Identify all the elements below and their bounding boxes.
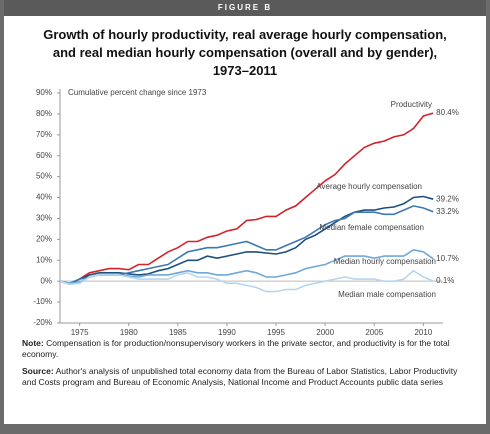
series-name: Productivity [391,100,432,109]
value-label: 0.1% [436,276,454,285]
value-label: 10.7% [436,254,459,263]
y-tick-label: 80% [36,109,52,118]
x-tick-label: 1980 [120,328,138,337]
source-label: Source: [22,366,54,376]
figure-label: FIGURE B [4,0,486,16]
chart-title: Growth of hourly productivity, real aver… [43,27,447,78]
source-text: Author's analysis of unpublished total e… [22,366,458,387]
series-name: Median male compensation [338,290,436,299]
value-label: 80.4% [436,108,459,117]
value-label: 39.2% [436,194,459,203]
series-line [59,112,434,286]
x-tick-label: 2010 [414,328,432,337]
series-name: Median hourly compensation [334,257,436,266]
x-tick-label: 1990 [218,328,236,337]
y-axis-label: Cumulative percent change since 1973 [68,88,207,97]
y-tick-label: 0% [40,276,52,285]
y-tick-label: 60% [36,151,52,160]
y-tick-label: 70% [36,130,52,139]
x-tick-label: 2005 [365,328,383,337]
chart: Cumulative percent change since 1973 -20… [33,88,459,337]
x-tick-label: 1985 [169,328,187,337]
y-tick-label: 40% [36,193,52,202]
note-label: Note: [22,338,44,348]
series-line [59,205,434,285]
y-tick-label: 30% [36,214,52,223]
x-tick-label: 1995 [267,328,285,337]
y-tick-label: 20% [36,234,52,243]
series-line [59,195,434,285]
series-name: Median female compensation [319,223,424,232]
source: Source: Author's analysis of unpublished… [22,366,472,388]
x-tick-label: 1975 [71,328,89,337]
y-tick-label: 10% [36,255,52,264]
y-tick-label: 50% [36,172,52,181]
note-text: Compensation is for production/nonsuperv… [22,338,450,359]
x-tick-label: 2000 [316,328,334,337]
series-line [59,269,434,293]
y-tick-label: 90% [36,88,52,97]
series-line [59,248,434,285]
y-tick-label: -20% [33,318,52,327]
series-name: Average hourly compensation [316,182,422,191]
note: Note: Compensation is for production/non… [22,338,472,360]
value-label: 33.2% [436,207,459,216]
y-tick-label: -10% [33,297,52,306]
